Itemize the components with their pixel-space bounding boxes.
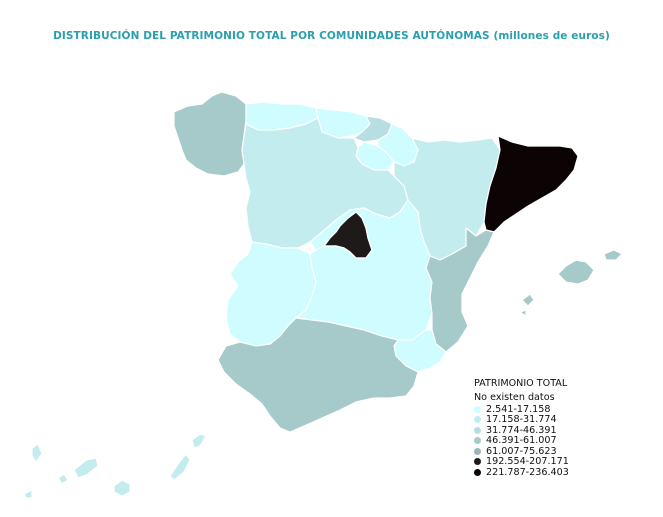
legend-item: 61.007-75.623	[474, 446, 644, 457]
legend-title: PATRIMONIO TOTAL	[474, 378, 568, 389]
region-cataluna[interactable]	[483, 135, 579, 233]
legend-label: 31.774-46.391	[486, 424, 557, 436]
legend-label: 17.158-31.774	[486, 414, 557, 426]
map-title: DISTRIBUCIÓN DEL PATRIMONIO TOTAL POR CO…	[53, 30, 610, 42]
legend-item: 17.158-31.774	[474, 414, 644, 426]
legend-item: 46.391-61.007	[474, 435, 644, 447]
region-islas-baleares-formentera[interactable]	[519, 309, 527, 317]
region-islas-canarias-el-hierro[interactable]	[23, 489, 33, 499]
region-islas-canarias-la-gomera[interactable]	[57, 473, 69, 485]
legend-item: 192.554-207.171	[474, 456, 644, 468]
legend-label: 61.007-75.623	[486, 445, 557, 457]
legend-item: 2.541-17.158	[474, 404, 644, 415]
legend-swatch	[474, 405, 481, 413]
legend-label: 46.391-61.007	[486, 435, 557, 447]
legend-label: 192.554-207.171	[486, 456, 569, 468]
legend-swatch	[474, 437, 481, 445]
legend: PATRIMONIO TOTAL No existen datos 2.541-…	[474, 378, 644, 478]
region-andalucia[interactable]	[217, 317, 419, 433]
legend-swatch	[474, 458, 481, 466]
legend-item: 31.774-46.391	[474, 425, 644, 436]
region-islas-canarias-gran-canaria[interactable]	[113, 479, 131, 497]
region-islas-canarias-fuerteventura[interactable]	[169, 453, 191, 481]
region-islas-canarias-la-palma[interactable]	[31, 443, 43, 463]
legend-no-data: No existen datos	[474, 392, 555, 403]
legend-swatch	[474, 416, 481, 424]
region-islas-baleares-mallorca[interactable]	[557, 259, 595, 285]
region-islas-baleares-ibiza[interactable]	[521, 293, 535, 307]
legend-swatch	[474, 468, 481, 476]
legend-items: 2.541-17.158 17.158-31.774 31.774-46.391 46…	[474, 404, 644, 478]
legend-swatch	[474, 447, 481, 455]
region-islas-canarias-lanzarote[interactable]	[191, 433, 207, 449]
legend-label: 2.541-17.158	[486, 403, 551, 415]
region-islas-canarias-tenerife[interactable]	[73, 457, 99, 479]
legend-label: 221.787-236.403	[486, 466, 569, 478]
region-islas-baleares-menorca[interactable]	[603, 249, 623, 261]
region-galicia[interactable]	[173, 91, 247, 177]
region-pais-vasco[interactable]	[353, 115, 393, 143]
legend-swatch	[474, 426, 481, 434]
legend-item: 221.787-236.403	[474, 467, 644, 478]
